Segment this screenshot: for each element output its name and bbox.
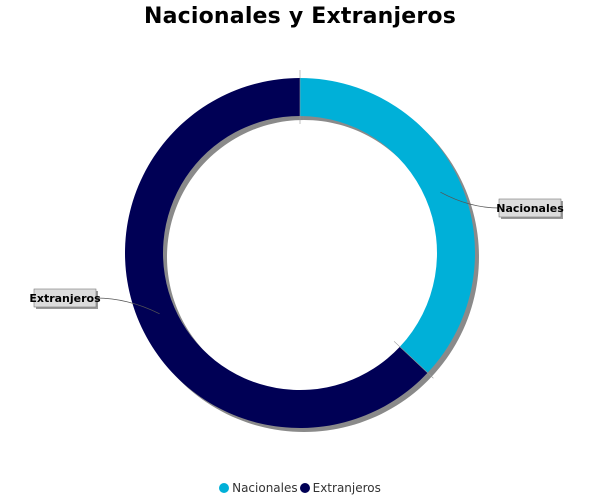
slice-label-nacionales: Nacionales bbox=[496, 202, 564, 215]
legend-item-nacionales[interactable]: Nacionales bbox=[219, 481, 298, 495]
legend-swatch bbox=[219, 483, 229, 493]
slice-label-extranjeros: Extranjeros bbox=[29, 292, 101, 305]
legend-swatch bbox=[300, 483, 310, 493]
legend-item-extranjeros[interactable]: Extranjeros bbox=[300, 481, 381, 495]
chart-legend: Nacionales Extranjeros bbox=[0, 480, 600, 495]
legend-label: Extranjeros bbox=[313, 481, 381, 495]
slice-nacionales[interactable] bbox=[300, 78, 475, 373]
legend-label: Nacionales bbox=[232, 481, 298, 495]
